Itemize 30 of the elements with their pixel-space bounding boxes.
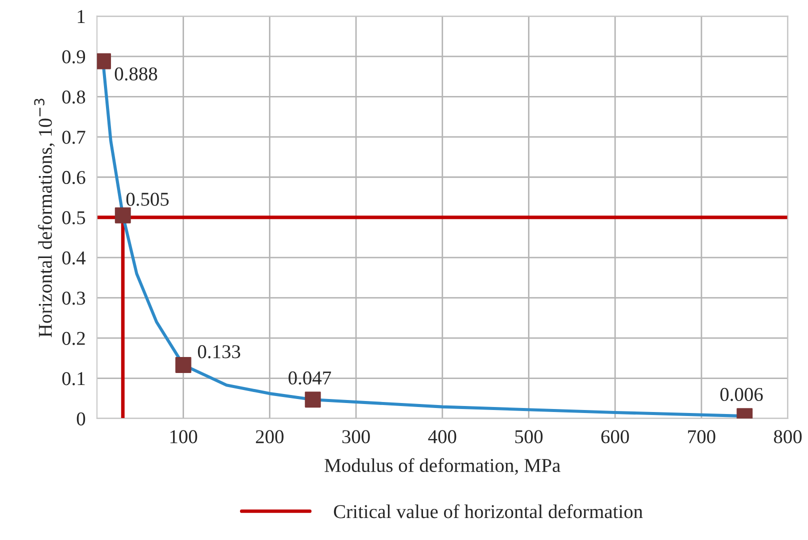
data-label: 0.133 (198, 345, 240, 358)
data-label: 0.006 (720, 388, 763, 402)
y-tick-label: 0.5 (62, 211, 86, 224)
point (175, 357, 192, 373)
legend-label: Critical value of horizontal deformation (334, 504, 643, 518)
data-label: 0.047 (288, 371, 332, 385)
x-tick-label: 600 (601, 430, 629, 444)
y-tick-label: 0.6 (62, 170, 86, 184)
y-tick-label: 0.4 (62, 251, 86, 265)
x-tick-label: 300 (342, 430, 370, 444)
x-tick-label: 200 (256, 430, 284, 444)
data-label: 0.505 (126, 192, 169, 206)
y-tick-label: 0.1 (62, 372, 85, 386)
x-tick-label: 100 (170, 430, 198, 444)
y-tick-label: 0.3 (62, 292, 86, 305)
x-tick-label: 700 (688, 430, 716, 444)
data-label: 0.888 (114, 67, 158, 81)
y-axis-title: Horizontal deformations, 10$^{−3}$ (34, 98, 55, 338)
point (114, 207, 131, 224)
y-tick-label: 0.7 (62, 130, 86, 144)
x-tick-label: 400 (428, 430, 456, 444)
y-tick-label: 0.2 (62, 332, 85, 346)
x-axis-title: Modulus of deformation, MPa (324, 458, 560, 475)
y-tick-label: 1 (78, 10, 85, 23)
y-tick-label: 0.8 (62, 90, 86, 104)
y-tick-label: 0.9 (62, 50, 86, 64)
x-tick-label: 800 (774, 430, 802, 444)
point (304, 392, 321, 408)
y-tick-label: 0 (76, 412, 86, 426)
x-tick-label: 500 (515, 430, 543, 444)
